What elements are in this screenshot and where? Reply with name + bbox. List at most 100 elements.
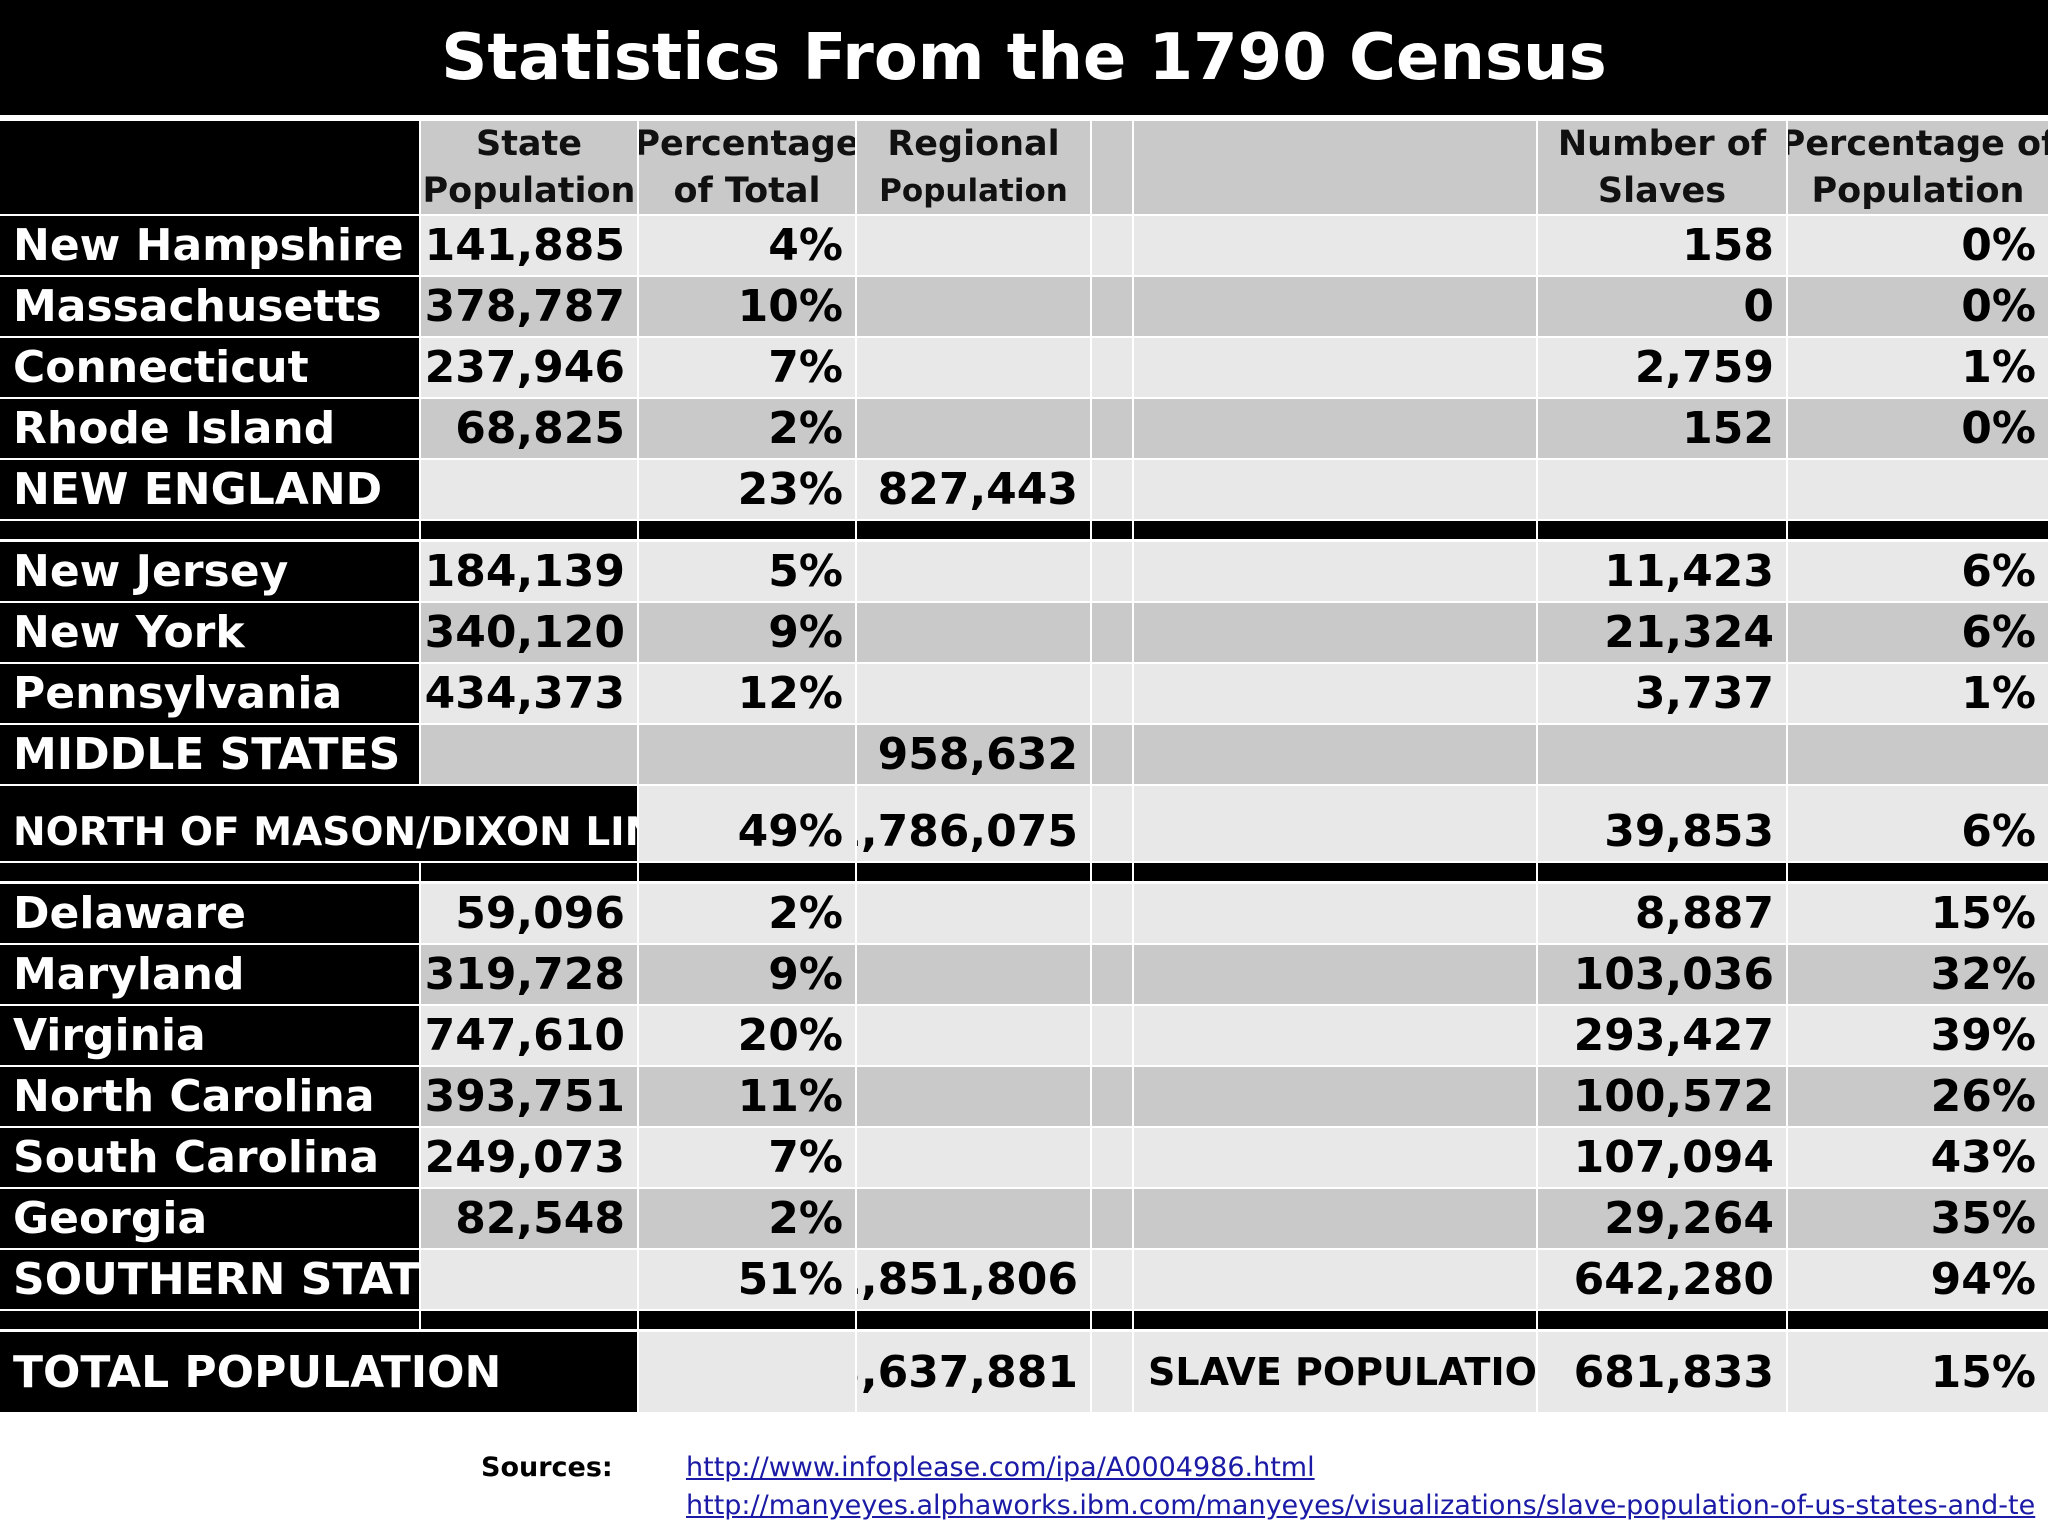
- state-population-cell: 319,728: [421, 945, 637, 1004]
- percentage-of-population-cell: 39%: [1788, 1006, 2048, 1065]
- percentage-of-total-cell: 49%: [639, 786, 855, 861]
- percentage-of-population-cell: 26%: [1788, 1067, 2048, 1126]
- number-of-slaves-cell: 2,759: [1538, 338, 1786, 397]
- row-label: New Jersey: [0, 542, 419, 601]
- state-population-cell: 82,548: [421, 1189, 637, 1248]
- row-label: Rhode Island: [0, 399, 419, 458]
- separator-bar: [0, 521, 419, 539]
- summary-label-cell: [1134, 725, 1536, 784]
- number-of-slaves-cell: 103,036: [1538, 945, 1786, 1004]
- spacer-cell: [1092, 1189, 1132, 1248]
- header-percentage-of-total: Percentage of Total: [639, 121, 855, 214]
- regional-population-cell: [857, 542, 1090, 601]
- spacer-cell: [1092, 1067, 1132, 1126]
- separator-bar: [639, 1311, 855, 1329]
- separator-bar: [1092, 1311, 1132, 1329]
- state-population-cell: 340,120: [421, 603, 637, 662]
- number-of-slaves-cell: 0: [1538, 277, 1786, 336]
- section-separator: [0, 863, 2048, 881]
- percentage-of-population-cell: 15%: [1788, 884, 2048, 943]
- spacer-cell: [1092, 460, 1132, 519]
- row-label: South Carolina: [0, 1128, 419, 1187]
- percentage-of-total-cell: 9%: [639, 603, 855, 662]
- percentage-of-population-cell: 1%: [1788, 338, 2048, 397]
- separator-bar: [1788, 521, 2048, 539]
- separator-bar: [639, 863, 855, 881]
- spacer-cell: [1092, 664, 1132, 723]
- state-population-cell: [421, 1250, 637, 1309]
- total-row: TOTAL POPULATION 3,637,881 SLAVE POPULATIO…: [0, 1332, 2048, 1412]
- summary-label-cell: [1134, 1006, 1536, 1065]
- table-row: South Carolina 249,073 7% 107,094 43%: [0, 1128, 2048, 1187]
- regional-population-cell: 3,637,881: [857, 1332, 1090, 1412]
- table-row: Massachusetts 378,787 10% 0 0%: [0, 277, 2048, 336]
- state-population-cell: 237,946: [421, 338, 637, 397]
- number-of-slaves-cell: [1538, 460, 1786, 519]
- summary-label-cell: [1134, 884, 1536, 943]
- state-population-cell: 249,073: [421, 1128, 637, 1187]
- spacer-cell: [1092, 725, 1132, 784]
- table-row: Delaware 59,096 2% 8,887 15%: [0, 884, 2048, 943]
- summary-label-cell: [1134, 786, 1536, 861]
- separator-bar: [421, 1311, 637, 1329]
- number-of-slaves-cell: 100,572: [1538, 1067, 1786, 1126]
- source-link[interactable]: http://manyeyes.alphaworks.ibm.com/manye…: [686, 1490, 2036, 1521]
- spacer-cell: [1092, 1128, 1132, 1187]
- source-link[interactable]: http://www.infoplease.com/ipa/A0004986.h…: [686, 1452, 1315, 1483]
- summary-label-cell: [1134, 945, 1536, 1004]
- sources-section: Sources: http://www.infoplease.com/ipa/A…: [0, 1448, 2048, 1528]
- table-row: North Carolina 393,751 11% 100,572 26%: [0, 1067, 2048, 1126]
- header-gap: [1092, 121, 1132, 214]
- state-population-cell: 68,825: [421, 399, 637, 458]
- separator-bar: [1092, 521, 1132, 539]
- spacer-cell: [1092, 1006, 1132, 1065]
- percentage-of-population-cell: 94%: [1788, 1250, 2048, 1309]
- row-label: MIDDLE STATES: [0, 725, 419, 784]
- state-population-cell: 434,373: [421, 664, 637, 723]
- number-of-slaves-cell: 293,427: [1538, 1006, 1786, 1065]
- regional-population-cell: 827,443: [857, 460, 1090, 519]
- table-row: Connecticut 237,946 7% 2,759 1%: [0, 338, 2048, 397]
- separator-bar: [639, 521, 855, 539]
- state-population-cell: [421, 725, 637, 784]
- percentage-of-population-cell: 43%: [1788, 1128, 2048, 1187]
- percentage-of-population-cell: 1%: [1788, 664, 2048, 723]
- header-text: Population: [422, 170, 636, 211]
- percentage-of-total-cell: 4%: [639, 216, 855, 275]
- summary-label-cell: [1134, 277, 1536, 336]
- header-text: Slaves: [1597, 170, 1727, 211]
- spacer-cell: [1092, 277, 1132, 336]
- summary-label-cell: [1134, 603, 1536, 662]
- row-label: Connecticut: [0, 338, 419, 397]
- row-label: NORTH OF MASON/DIXON LINE: [0, 786, 637, 861]
- separator-bar: [421, 521, 637, 539]
- number-of-slaves-cell: 3,737: [1538, 664, 1786, 723]
- row-label: Delaware: [0, 884, 419, 943]
- percentage-of-total-cell: 5%: [639, 542, 855, 601]
- header-text: Regional: [887, 123, 1060, 164]
- row-label: Georgia: [0, 1189, 419, 1248]
- table-row: New Hampshire 141,885 4% 158 0%: [0, 216, 2048, 275]
- spacer-cell: [1092, 945, 1132, 1004]
- percentage-of-total-cell: [639, 1332, 855, 1412]
- row-label: New York: [0, 603, 419, 662]
- separator-bar: [1134, 863, 1536, 881]
- row-label: Maryland: [0, 945, 419, 1004]
- row-label: SOUTHERN STATES: [0, 1250, 419, 1309]
- regional-population-cell: [857, 399, 1090, 458]
- separator-bar: [1538, 1311, 1786, 1329]
- header-text: State: [475, 123, 583, 164]
- percentage-of-total-cell: 9%: [639, 945, 855, 1004]
- number-of-slaves-cell: 642,280: [1538, 1250, 1786, 1309]
- table-row: Virginia 747,610 20% 293,427 39%: [0, 1006, 2048, 1065]
- percentage-of-total-cell: 23%: [639, 460, 855, 519]
- spacer-cell: [1092, 542, 1132, 601]
- row-label: TOTAL POPULATION: [0, 1332, 637, 1412]
- table-row: Pennsylvania 434,373 12% 3,737 1%: [0, 664, 2048, 723]
- separator-bar: [0, 1311, 419, 1329]
- regional-population-cell: 958,632: [857, 725, 1090, 784]
- regional-population-cell: [857, 945, 1090, 1004]
- header-text: Number of: [1557, 123, 1767, 164]
